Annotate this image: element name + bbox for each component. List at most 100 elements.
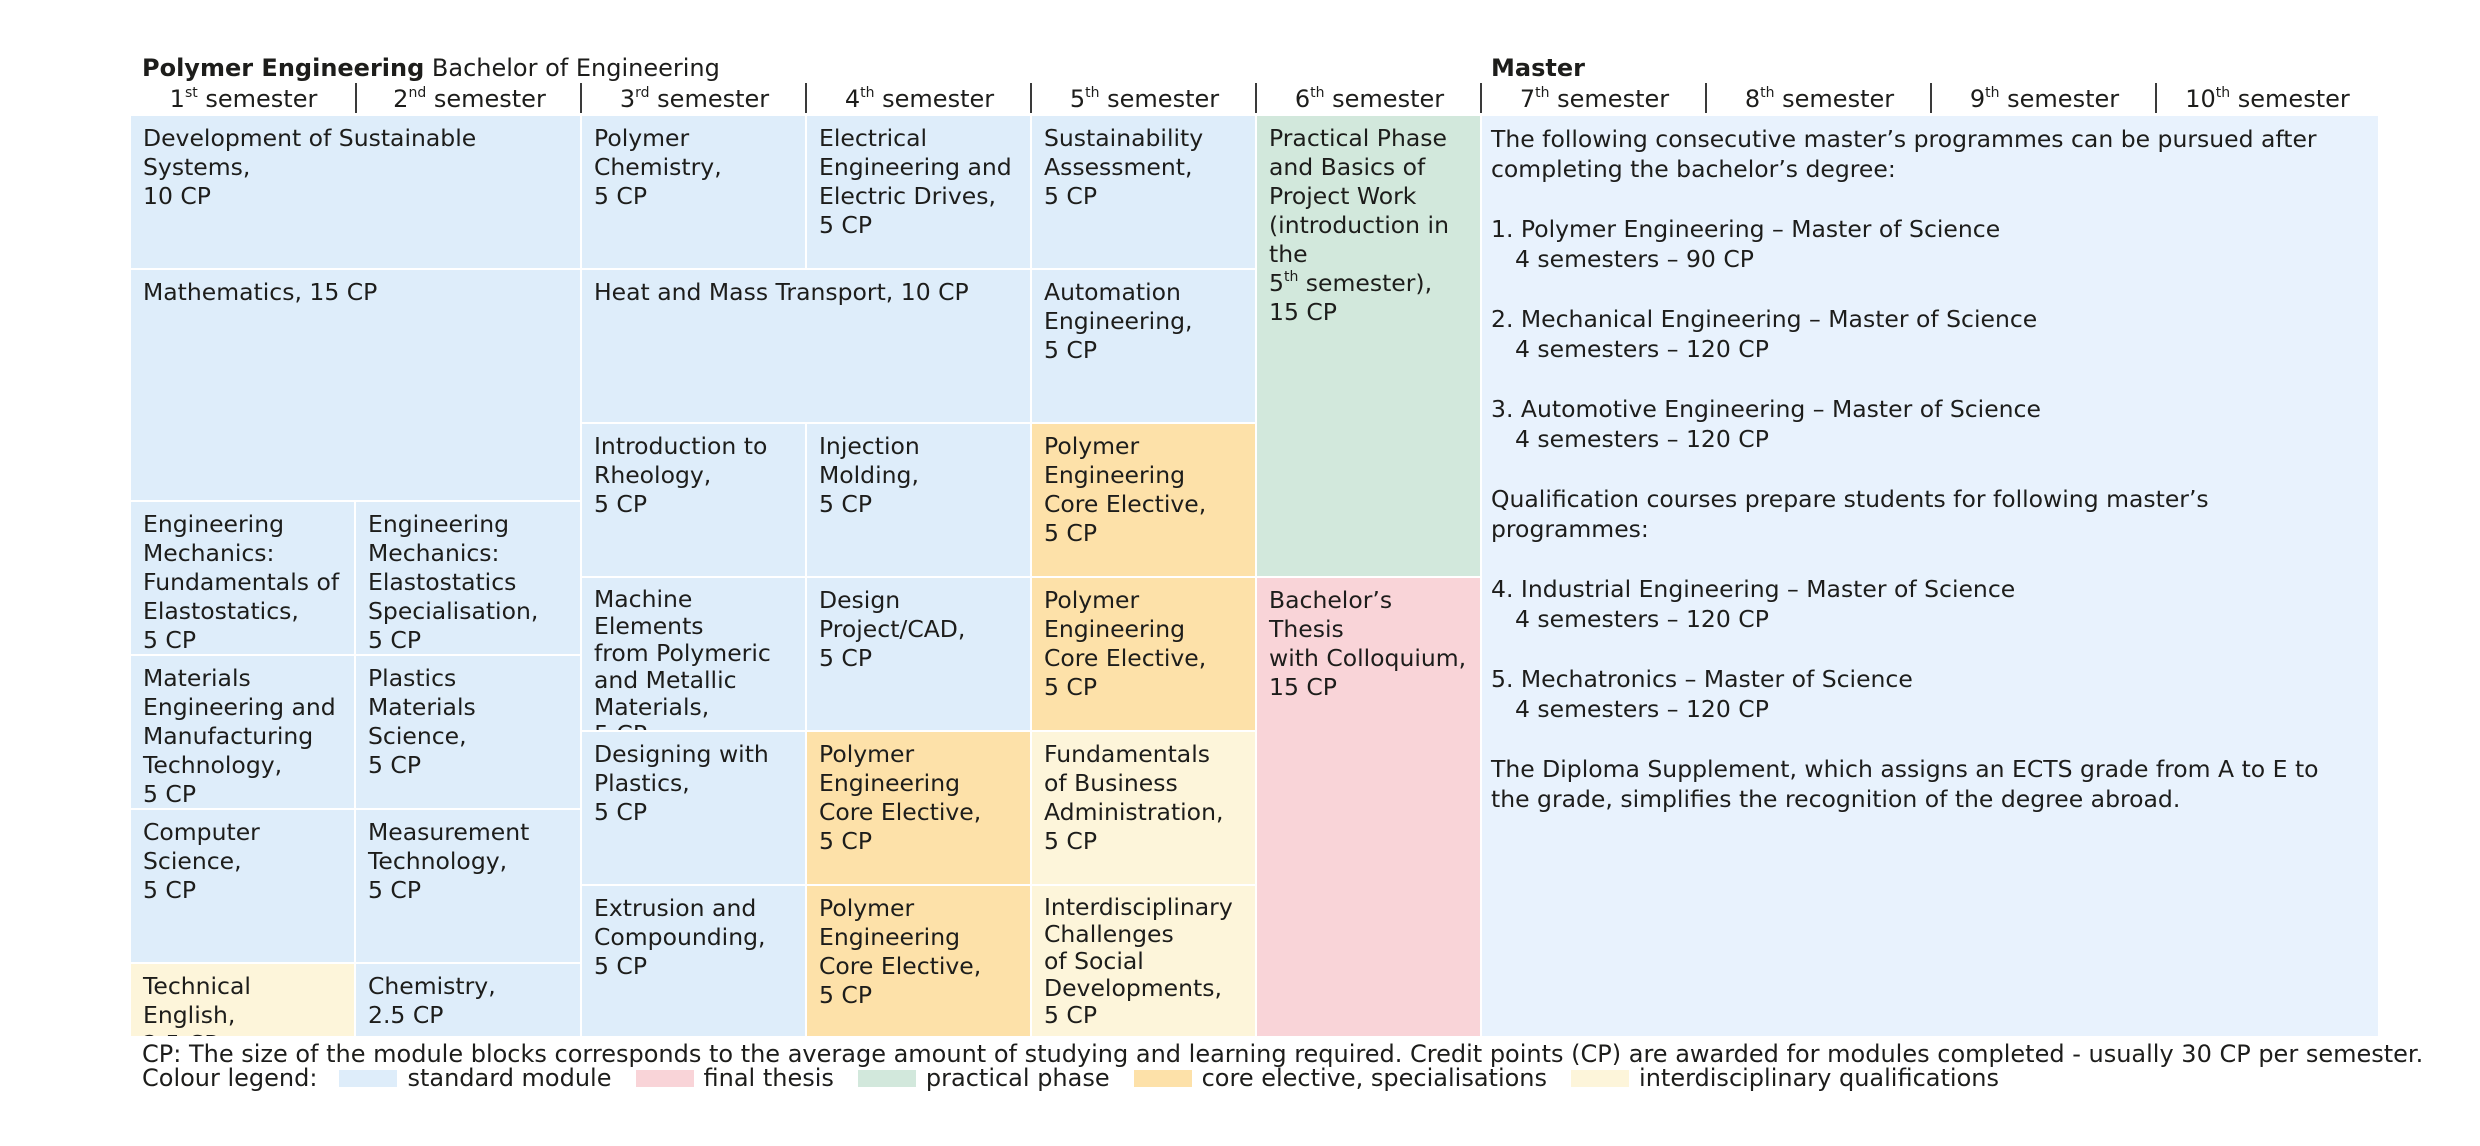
- module-bachelor-thesis: Bachelor’s Thesis with Colloquium, 15 CP: [1257, 578, 1480, 1036]
- module-electrical-engineering: Electrical Engineering and Electric Driv…: [807, 116, 1030, 268]
- semester-label: semester: [1999, 85, 2120, 113]
- module-extrusion: Extrusion and Compounding, 5 CP: [582, 886, 805, 1036]
- module-business-administration: Fundamentals of Business Administration,…: [1032, 732, 1255, 884]
- master-title: Master: [1491, 54, 1585, 82]
- legend-swatch-practical: [857, 1069, 916, 1087]
- master-programme-detail: 4 semesters – 90 CP: [1515, 245, 1754, 273]
- practical-phase-sup: th: [1283, 269, 1299, 285]
- semester-number: 7: [1519, 85, 1536, 113]
- legend-label-interdisciplinary: interdisciplinary qualifications: [1639, 1064, 1999, 1092]
- semester-label: semester: [1099, 85, 1220, 113]
- module-mathematics: Mathematics, 15 CP: [131, 270, 580, 500]
- module-sustainable-systems: Development of Sustainable Systems, 10 C…: [131, 116, 580, 268]
- module-design-project: Design Project/CAD, 5 CP: [807, 578, 1030, 730]
- module-heat-mass-transport: Heat and Mass Transport, 10 CP: [582, 270, 1030, 422]
- semester-heading: 5th semester: [1032, 84, 1257, 114]
- semester-number: 5: [1069, 85, 1086, 113]
- master-programme-detail: 4 semesters – 120 CP: [1515, 605, 1769, 633]
- module-interdisciplinary-challenges: Interdisciplinary Challenges of Social D…: [1032, 886, 1255, 1036]
- legend-label-standard: standard module: [407, 1064, 612, 1092]
- semester-ordinal: th: [1085, 85, 1100, 101]
- semester-label: semester: [649, 85, 770, 113]
- semester-number: 1: [169, 85, 185, 113]
- semester-number: 6: [1294, 85, 1311, 113]
- semester-number: 10: [2185, 85, 2216, 113]
- module-materials-engineering: Materials Engineering and Manufacturing …: [131, 656, 354, 808]
- qualification-note: Qualification courses prepare students f…: [1491, 485, 2209, 543]
- module-core-elective: Polymer Engineering Core Elective, 5 CP: [1032, 578, 1255, 730]
- master-header: Master: [1491, 54, 1585, 82]
- module-practical-phase: Practical Phase and Basics of Project Wo…: [1257, 116, 1480, 576]
- master-panel: [1482, 116, 2378, 1036]
- module-mechanics-specialisation: Engineering Mechanics: Elastostatics Spe…: [356, 502, 580, 654]
- semester-label: semester: [2230, 85, 2350, 113]
- module-sustainability-assessment: Sustainability Assessment, 5 CP: [1032, 116, 1255, 268]
- module-grid: Development of Sustainable Systems, 10 C…: [131, 116, 2378, 1036]
- semester-ordinal: st: [184, 85, 198, 101]
- semester-heading: 2nd semester: [357, 84, 582, 114]
- legend-title: Colour legend:: [142, 1064, 318, 1092]
- semester-ordinal: th: [1985, 85, 2000, 101]
- semester-number: 4: [844, 85, 861, 113]
- semester-ordinal: rd: [635, 85, 650, 101]
- semester-divider: [805, 83, 807, 113]
- semester-heading: 3rd semester: [582, 84, 807, 114]
- semester-ordinal: th: [1760, 85, 1775, 101]
- module-measurement: Measurement Technology, 5 CP: [356, 810, 580, 962]
- legend-label-practical: practical phase: [925, 1064, 1110, 1092]
- module-rheology: Introduction to Rheology, 5 CP: [582, 424, 805, 576]
- master-programme-name: 4. Industrial Engineering – Master of Sc…: [1491, 575, 2016, 603]
- semester-ordinal: th: [860, 85, 875, 101]
- semester-ordinal: nd: [408, 85, 427, 101]
- diploma-supplement-note: The Diploma Supplement, which assigns an…: [1491, 755, 2319, 813]
- semester-heading: 10th semester: [2157, 84, 2378, 114]
- semester-divider: [2155, 83, 2157, 113]
- cp-note: CP: The size of the module blocks corres…: [142, 1040, 2424, 1068]
- semester-heading: 7th semester: [1482, 84, 1707, 114]
- semester-divider: [1480, 83, 1482, 113]
- module-chemistry: Chemistry, 2.5 CP: [356, 964, 580, 1036]
- master-programme-name: 5. Mechatronics – Master of Science: [1491, 665, 1913, 693]
- practical-phase-text-end: semester), 15 CP: [1269, 269, 1433, 326]
- semester-divider: [580, 83, 582, 113]
- semester-label: semester: [1324, 85, 1445, 113]
- semester-number: 3: [619, 85, 636, 113]
- practical-phase-text: Practical Phase and Basics of Project Wo…: [1269, 124, 1449, 297]
- master-programme-detail: 4 semesters – 120 CP: [1515, 335, 1769, 363]
- semester-heading: 6th semester: [1257, 84, 1482, 114]
- module-technical-english: Technical English, 2.5 CP: [131, 964, 354, 1036]
- module-core-elective: Polymer Engineering Core Elective, 5 CP: [807, 732, 1030, 884]
- legend-swatch-interdisciplinary: [1571, 1069, 1630, 1087]
- module-designing-plastics: Designing with Plastics, 5 CP: [582, 732, 805, 884]
- semester-heading: 4th semester: [807, 84, 1032, 114]
- module-mechanics-fundamentals: Engineering Mechanics: Fundamentals of E…: [131, 502, 354, 654]
- legend-swatch-core-elective: [1133, 1069, 1192, 1087]
- module-plastics-materials: Plastics Materials Science, 5 CP: [356, 656, 580, 808]
- master-programme-name: 3. Automotive Engineering – Master of Sc…: [1491, 395, 2041, 423]
- semester-number: 9: [1969, 85, 1986, 113]
- module-polymer-chemistry: Polymer Chemistry, 5 CP: [582, 116, 805, 268]
- module-machine-elements: Machine Elements from Polymeric and Meta…: [582, 578, 805, 730]
- programme-header: Polymer Engineering Bachelor of Engineer…: [142, 54, 720, 82]
- master-programme-name: 2. Mechanical Engineering – Master of Sc…: [1491, 305, 2038, 333]
- semester-ordinal: th: [2215, 85, 2231, 101]
- module-computer-science: Computer Science, 5 CP: [131, 810, 354, 962]
- semester-ordinal: th: [1535, 85, 1550, 101]
- semester-number: 2: [393, 85, 409, 113]
- semester-label: semester: [197, 85, 318, 113]
- module-injection-molding: Injection Molding, 5 CP: [807, 424, 1030, 576]
- semester-number: 8: [1744, 85, 1761, 113]
- semester-divider: [1705, 83, 1707, 113]
- master-intro: The following consecutive master’s progr…: [1491, 125, 2317, 183]
- master-programme-detail: 4 semesters – 120 CP: [1515, 695, 1769, 723]
- semester-divider: [1030, 83, 1032, 113]
- legend-swatch-standard: [339, 1069, 398, 1087]
- semester-label: semester: [426, 85, 546, 113]
- module-core-elective: Polymer Engineering Core Elective, 5 CP: [1032, 424, 1255, 576]
- programme-title: Polymer Engineering: [142, 54, 425, 82]
- semester-heading: 1st semester: [131, 84, 356, 114]
- module-core-elective: Polymer Engineering Core Elective, 5 CP: [807, 886, 1030, 1036]
- semester-divider: [1255, 83, 1257, 113]
- semester-divider: [355, 83, 357, 113]
- legend-label-core-elective: core elective, specialisations: [1201, 1064, 1548, 1092]
